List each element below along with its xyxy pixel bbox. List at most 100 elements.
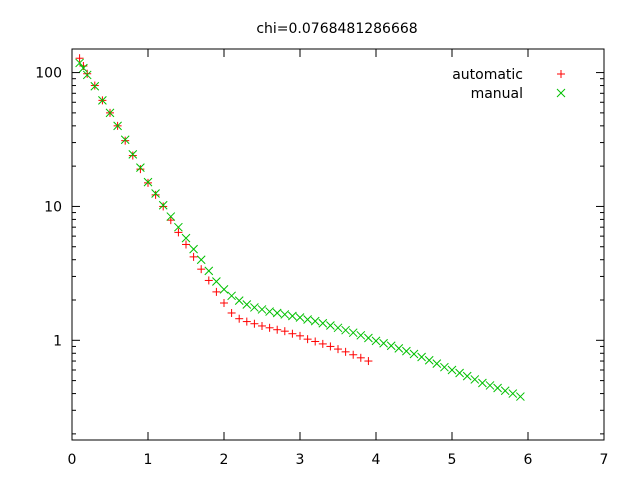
legend: automatic manual	[452, 67, 566, 102]
data-point	[334, 345, 342, 354]
data-point	[90, 81, 99, 90]
data-point	[151, 189, 160, 198]
data-point	[364, 333, 373, 343]
data-point	[159, 202, 168, 211]
data-point	[75, 54, 84, 63]
data-point	[478, 378, 487, 388]
data-point	[234, 296, 244, 305]
x-tick-label: 2	[220, 452, 229, 468]
data-point	[273, 325, 282, 334]
data-point	[121, 136, 130, 145]
data-point	[310, 316, 320, 326]
data-point	[242, 317, 251, 326]
data-point	[182, 240, 190, 249]
data-point	[204, 276, 213, 285]
ticks-layer: 0 1 2 3 4 5 6 7 1 10 100	[35, 49, 608, 468]
data-point	[257, 305, 267, 314]
data-point	[204, 266, 214, 276]
data-point	[470, 375, 480, 384]
x-tick-label: 3	[296, 452, 305, 468]
series-manual	[75, 58, 525, 401]
data-point	[409, 349, 419, 359]
data-point	[196, 255, 206, 265]
data-point	[493, 383, 502, 393]
data-point	[212, 277, 221, 286]
y-tick-label: 100	[35, 66, 62, 82]
data-point	[265, 323, 274, 332]
data-point	[364, 357, 373, 366]
data-point	[402, 346, 411, 356]
data-point	[508, 389, 518, 398]
data-point	[143, 177, 153, 187]
data-point	[318, 339, 327, 348]
data-point	[120, 135, 130, 145]
data-point	[189, 252, 198, 261]
data-point	[83, 69, 92, 78]
y-tick-label: 1	[53, 333, 62, 349]
data-point	[295, 313, 305, 322]
data-point	[189, 244, 198, 254]
points-layer	[75, 54, 525, 401]
data-point	[386, 341, 396, 351]
data-point	[128, 149, 138, 159]
x-tick-label: 4	[372, 452, 381, 468]
data-point	[250, 303, 259, 312]
data-point	[516, 392, 525, 401]
data-point	[258, 321, 266, 330]
chart-title: chi=0.0768481286668	[256, 21, 417, 37]
data-point	[128, 151, 137, 160]
data-point	[288, 311, 297, 321]
data-point	[79, 63, 88, 73]
data-point	[280, 327, 289, 336]
data-point	[235, 314, 244, 323]
data-point	[212, 287, 221, 296]
data-point	[288, 329, 297, 338]
x-tick-label: 6	[524, 452, 533, 468]
data-point	[424, 355, 434, 365]
data-point	[227, 291, 236, 301]
data-point	[98, 96, 107, 105]
data-point	[417, 352, 426, 362]
data-point	[326, 342, 335, 351]
data-point	[318, 318, 328, 328]
data-point	[197, 265, 206, 274]
data-point	[371, 336, 381, 346]
data-point	[485, 381, 495, 390]
data-point	[348, 328, 358, 338]
data-point	[356, 353, 365, 362]
x-tick-label: 5	[448, 452, 457, 468]
data-point	[379, 338, 388, 348]
data-point	[113, 121, 122, 131]
data-point	[341, 325, 350, 335]
data-point	[356, 330, 366, 340]
x-tick-label: 1	[144, 452, 153, 468]
data-point	[500, 386, 510, 396]
data-point	[394, 344, 404, 353]
data-point	[174, 228, 183, 237]
data-point	[333, 323, 343, 333]
data-point	[75, 58, 84, 68]
data-point	[280, 310, 290, 319]
axes-layer	[71, 48, 605, 441]
data-point	[462, 371, 472, 381]
data-point	[136, 165, 145, 174]
data-point	[272, 308, 282, 318]
data-point	[311, 337, 320, 346]
data-point	[136, 163, 145, 172]
data-point	[158, 200, 168, 210]
data-point	[341, 347, 350, 356]
plot-frame	[71, 48, 605, 441]
data-point	[90, 81, 100, 91]
data-point	[105, 108, 115, 118]
x-tick-label: 7	[600, 452, 609, 468]
legend-label-manual: manual	[471, 86, 523, 102]
data-point	[219, 285, 229, 294]
data-point	[166, 212, 176, 221]
data-point	[82, 70, 92, 80]
data-point	[144, 178, 152, 187]
data-point	[174, 222, 183, 232]
y-tick-label: 10	[44, 199, 62, 215]
data-point	[227, 308, 236, 317]
